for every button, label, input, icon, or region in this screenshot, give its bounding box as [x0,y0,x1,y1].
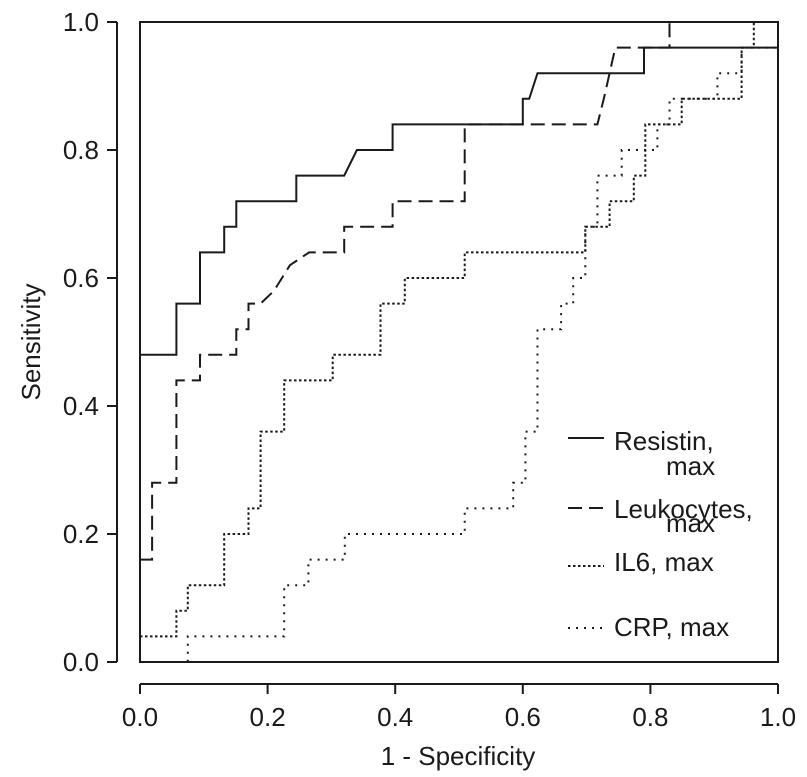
series-line-resistin-max [139,22,779,662]
x-tick-label: 0.6 [505,702,541,732]
series-line-il6-max [140,21,778,638]
plot-lines [139,21,779,663]
legend-label-resistin-max: Resistin, [614,426,714,456]
x-tick-label: 0.4 [377,702,413,732]
legend-label-leukocytes-max-line2: max [666,508,715,538]
x-tick-label: 0.2 [250,702,286,732]
y-tick-label: 0.4 [63,391,99,421]
plot-frame [139,21,779,663]
legend-label-crp-max: CRP, max [614,612,729,642]
series-line-leukocytes-max [140,21,778,561]
y-tick-label: 0.0 [63,647,99,677]
y-tick-label: 0.2 [63,519,99,549]
y-tick-label: 0.8 [63,135,99,165]
axes: 0.0 0.2 0.4 0.6 0.8 1.0 0.0 0.2 0.4 0.6 0.8 1.0 [63,7,796,732]
x-tick-label: 1.0 [760,702,796,732]
y-axis-label: Sensitivity [16,283,46,400]
legend-label-leukocytes-max: Leukocytes, [614,494,753,524]
x-tick-label: 0.0 [122,702,158,732]
legend-label-resistin-max-line2: max [666,451,715,481]
x-tick-label: 0.8 [632,702,668,732]
x-axis-label: 1 - Specificity [381,741,536,771]
y-tick-label: 1.0 [63,7,99,37]
y-tick-label: 0.6 [63,263,99,293]
legend-label-il6-max: IL6, max [614,547,714,577]
